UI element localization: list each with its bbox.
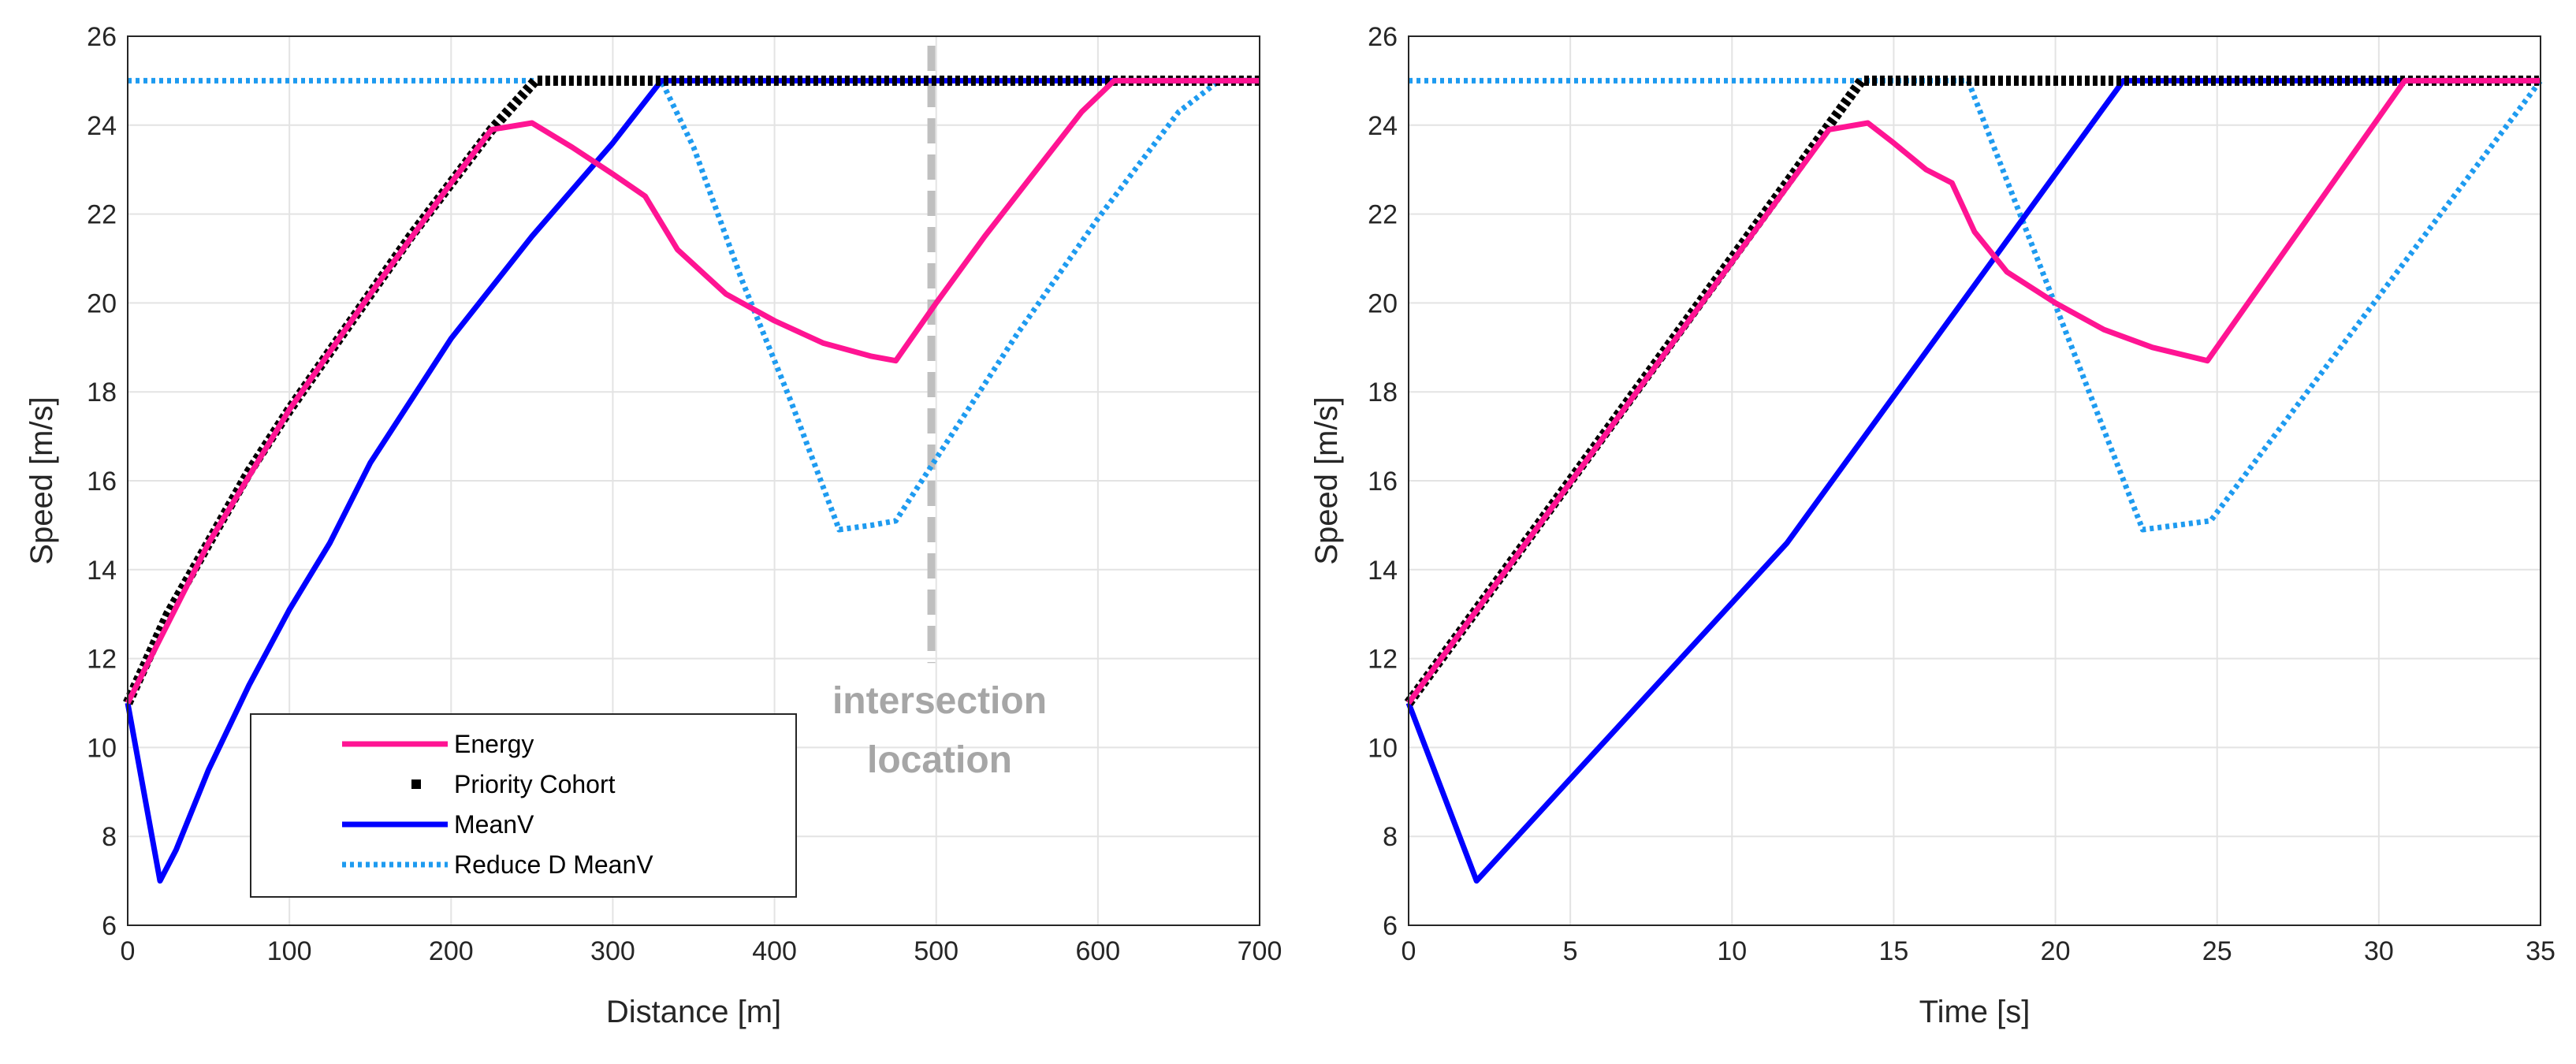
series-line-reduce-d-meanv bbox=[1409, 77, 2543, 533]
x-axis-label: Time [s] bbox=[1919, 995, 2031, 1029]
x-tick-label: 25 bbox=[2202, 936, 2232, 966]
series-line-reduce-d-meanv bbox=[128, 77, 1260, 533]
series-lines bbox=[123, 46, 1260, 884]
legend-label-energy: Energy bbox=[454, 730, 534, 758]
series-line-energy bbox=[125, 77, 1260, 705]
y-tick-label: 26 bbox=[87, 22, 117, 52]
y-tick-label: 6 bbox=[1383, 911, 1398, 941]
legend-box bbox=[250, 713, 797, 898]
y-tick-label: 16 bbox=[1368, 467, 1398, 497]
y-tick-label: 24 bbox=[87, 111, 117, 141]
x-tick-label: 35 bbox=[2526, 936, 2556, 966]
x-tick-label: 5 bbox=[1563, 936, 1578, 966]
x-tick-label: 300 bbox=[590, 936, 635, 966]
y-tick-label: 20 bbox=[1368, 288, 1398, 318]
y-tick-label: 8 bbox=[1383, 822, 1398, 852]
x-tick-label: 600 bbox=[1075, 936, 1120, 966]
y-tick-label: 10 bbox=[87, 733, 117, 763]
x-tick-label: 500 bbox=[914, 936, 959, 966]
y-axis-label: Speed [m/s] bbox=[24, 396, 59, 564]
y-tick-label: 24 bbox=[1368, 111, 1398, 141]
plot-frame bbox=[1408, 35, 2541, 926]
time-speed-chart: 0 5 10 15 20 25 30 35 6 8 10 12 14 16 18 20 22 24 26 Time … bbox=[1309, 22, 2556, 1029]
x-tick-label: 200 bbox=[429, 936, 474, 966]
series-lines bbox=[1404, 75, 2543, 884]
x-tick-label: 0 bbox=[121, 936, 136, 966]
y-tick-label: 12 bbox=[1368, 645, 1398, 675]
y-tick-label: 22 bbox=[1368, 200, 1398, 230]
series-line-energy bbox=[1406, 77, 2541, 705]
y-tick-label: 10 bbox=[1368, 733, 1398, 763]
y-tick-label: 14 bbox=[87, 556, 117, 586]
y-tick-label: 22 bbox=[87, 200, 117, 230]
distance-speed-chart: 0 100 200 300 400 500 600 700 6 8 10 12 14 16 18 20 22 24… bbox=[24, 22, 1282, 1029]
x-tick-label: 0 bbox=[1402, 936, 1416, 966]
legend-label-meanv: MeanV bbox=[454, 810, 534, 839]
legend-label-priority-cohort: Priority Cohort bbox=[454, 770, 616, 798]
y-tick-label: 6 bbox=[102, 911, 117, 941]
x-tick-label: 10 bbox=[1717, 936, 1747, 966]
plot-frame bbox=[127, 35, 1260, 926]
y-tick-label: 14 bbox=[1368, 556, 1398, 586]
annotation-line-2: location bbox=[867, 739, 1012, 781]
x-tick-label: 30 bbox=[2364, 936, 2394, 966]
legend: Energy Priority Cohort MeanV Reduce D Me… bbox=[250, 713, 797, 898]
y-tick-label: 20 bbox=[87, 288, 117, 318]
x-tick-label: 400 bbox=[752, 936, 797, 966]
y-tick-label: 16 bbox=[87, 467, 117, 497]
legend-label-reduce-d-meanv: Reduce D MeanV bbox=[454, 850, 653, 879]
x-tick-label: 15 bbox=[1879, 936, 1909, 966]
x-tick-label: 20 bbox=[2041, 936, 2071, 966]
y-tick-label: 18 bbox=[87, 378, 117, 407]
tick-labels: 0 100 200 300 400 500 600 700 6 8 10 12 14 16 18 20 22 24… bbox=[87, 22, 1282, 966]
x-tick-label: 100 bbox=[267, 936, 312, 966]
x-tick-label: 700 bbox=[1238, 936, 1282, 966]
y-tick-label: 18 bbox=[1368, 378, 1398, 407]
annotation-line-1: intersection bbox=[832, 680, 1047, 722]
y-tick-label: 12 bbox=[87, 645, 117, 675]
x-axis-label: Distance [m] bbox=[606, 995, 781, 1029]
tick-labels: 0 5 10 15 20 25 30 35 6 8 10 12 14 16 18 20 22 24 26 bbox=[1368, 22, 2556, 966]
y-tick-label: 8 bbox=[102, 822, 117, 852]
y-axis-label: Speed [m/s] bbox=[1309, 396, 1344, 564]
legend-swatch-priority-cohort bbox=[411, 779, 421, 789]
y-tick-label: 26 bbox=[1368, 22, 1398, 52]
series-line-meanv bbox=[125, 77, 1260, 884]
